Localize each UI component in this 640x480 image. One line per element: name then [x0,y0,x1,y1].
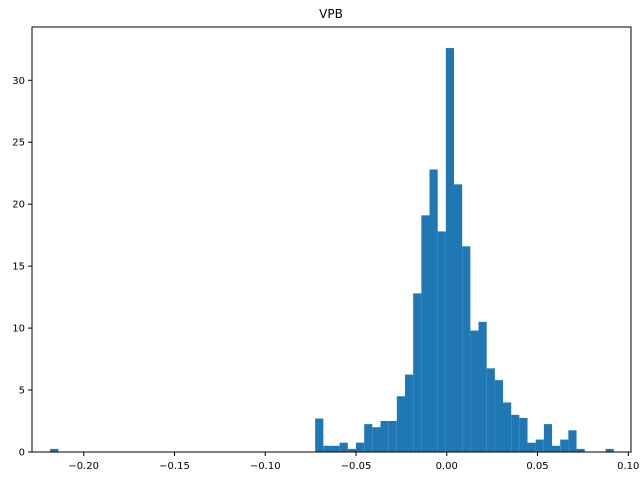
x-axis-ticks: −0.20 −0.15 −0.10 −0.05 0.00 0.05 0.10 [68,452,639,472]
histogram-bar [527,442,536,452]
x-tick-label: −0.15 [159,461,190,472]
y-tick-label: 20 [12,200,25,211]
x-tick-label: −0.20 [68,461,99,472]
histogram-bar [519,417,528,452]
histogram-bar [339,442,348,452]
x-tick-label: −0.05 [341,461,372,472]
histogram-bar [454,184,463,453]
histogram-bar [552,445,561,452]
y-tick-label: 5 [19,386,25,397]
histogram-bar [445,48,455,453]
x-tick-label: 0.00 [436,461,458,472]
histogram-bar [605,448,614,452]
histogram-bar [503,402,512,452]
histogram-bar [560,439,569,452]
histogram-bar [568,430,577,452]
y-tick-label: 0 [19,448,25,459]
histogram-bar [576,448,585,452]
x-tick-label: 0.05 [526,461,548,472]
histogram-bar [50,448,59,452]
histogram-bar [437,231,446,452]
histogram-bar [372,427,381,452]
histogram-bar [535,439,544,452]
y-tick-label: 30 [12,76,25,87]
y-tick-label: 10 [12,324,25,335]
bars-group [50,48,614,453]
histogram-bar [421,215,430,452]
histogram-bar [315,418,324,452]
histogram-bar [462,246,471,452]
histogram-bar [486,368,495,452]
histogram-bar [388,421,397,452]
histogram-bar [429,169,438,453]
histogram-bar [543,424,553,452]
histogram-bar [396,396,406,452]
histogram-bar [413,293,422,452]
chart-title: VPB [319,7,343,21]
histogram-bar [331,445,340,452]
y-tick-label: 25 [12,138,25,149]
histogram-bar [494,380,504,452]
y-axis-ticks: 0 5 10 15 20 25 30 [12,76,32,459]
histogram-bar [364,424,373,452]
x-tick-label: 0.10 [617,461,639,472]
histogram-bar [470,330,479,452]
histogram-bar [478,321,487,452]
plot-frame [31,26,632,453]
histogram-bar [511,414,520,452]
histogram-bar [405,374,414,452]
y-tick-label: 15 [12,262,25,273]
histogram-bar [323,445,332,452]
histogram-bar [347,448,357,452]
histogram-bar [380,421,389,452]
x-tick-label: −0.10 [250,461,281,472]
histogram-bar [356,442,365,452]
